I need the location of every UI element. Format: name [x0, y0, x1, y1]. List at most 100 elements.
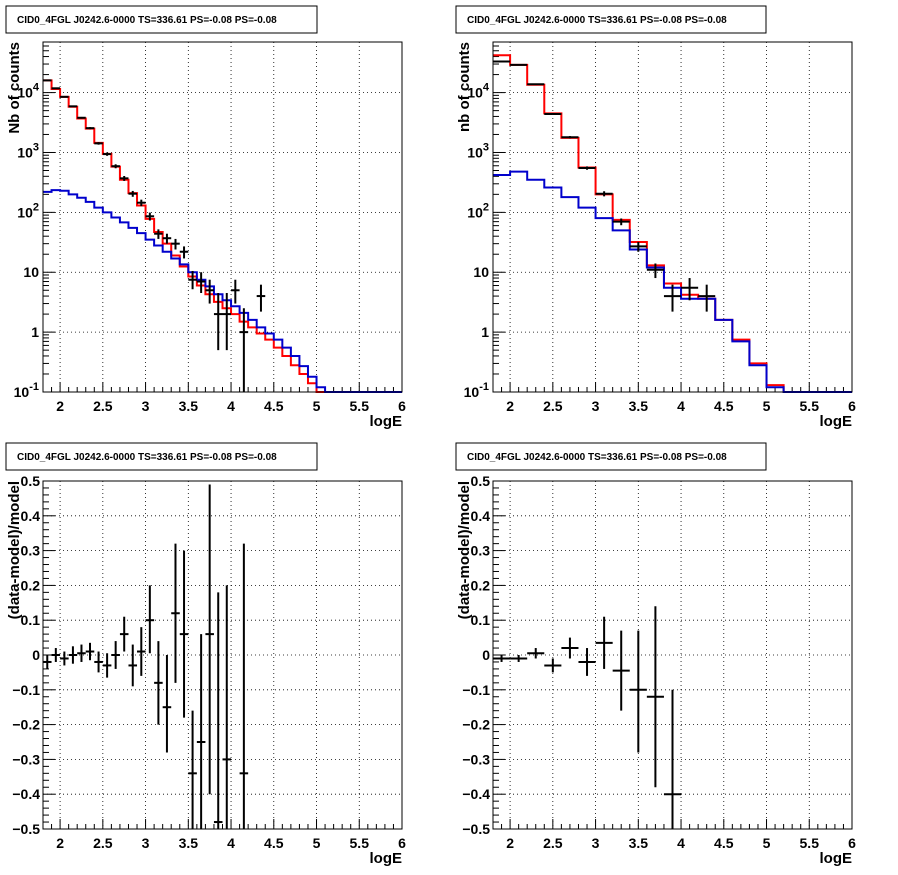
x-tick-label: 5.5 [350, 398, 370, 414]
x-tick-label: 3 [592, 398, 600, 414]
data-point [119, 175, 129, 181]
plot-frame [492, 480, 853, 830]
x-tick-label: 2.5 [93, 835, 113, 851]
model-component-line [43, 189, 402, 393]
y-tick-label: −0.4 [462, 786, 490, 802]
y-tick-exponent: 2 [483, 201, 489, 213]
data-point [77, 644, 86, 662]
data-point [222, 585, 232, 829]
data-point [612, 630, 630, 711]
x-tick-label: 2.5 [543, 835, 563, 851]
data-point [231, 279, 240, 304]
data-point [145, 212, 155, 221]
y-axis-label: nb of counts [456, 42, 473, 132]
x-tick-label: 4 [677, 835, 685, 851]
data-point [595, 191, 613, 197]
data-point [256, 284, 266, 312]
panel-bottom-right: CID0_4FGL J0242.6-0000 TS=336.61 PS=-0.0… [455, 442, 856, 867]
data-point [595, 616, 613, 669]
data-point [698, 284, 716, 312]
y-tick-label: 1 [481, 324, 489, 340]
y-tick-label: −0.2 [462, 717, 490, 733]
data-point [128, 190, 138, 197]
data-point [162, 233, 172, 244]
chart-title: CID0_4FGL J0242.6-0000 TS=336.61 PS=-0.0… [467, 15, 727, 26]
data-point [510, 63, 528, 66]
x-tick-label: 6 [398, 398, 406, 414]
x-tick-label: 2 [506, 835, 514, 851]
model-total-line [43, 79, 402, 393]
y-tick-base: 10 [467, 85, 483, 101]
data-point [493, 60, 511, 63]
data-point [188, 270, 197, 290]
y-tick-label: 0.1 [471, 612, 491, 628]
y-tick-base: 10 [17, 204, 33, 220]
y-tick-label: 0 [482, 647, 490, 663]
data-point [102, 152, 112, 156]
y-tick-label: 10-1 [464, 381, 489, 400]
data-point [85, 127, 95, 130]
title-box [5, 5, 318, 34]
y-axis-label: (data-model)/model [6, 481, 23, 619]
data-point [154, 229, 163, 239]
data-point [527, 83, 545, 86]
x-tick-label: 3.5 [179, 398, 199, 414]
data-point [510, 655, 528, 662]
y-tick-label: −0.1 [12, 682, 40, 698]
data-point [561, 136, 579, 139]
data-point [94, 142, 103, 145]
x-tick-label: 4.5 [714, 398, 734, 414]
x-tick-label: 3 [592, 835, 600, 851]
x-tick-label: 2 [56, 835, 64, 851]
data-point [68, 646, 78, 664]
title-box [455, 5, 767, 34]
x-tick-label: 2 [506, 398, 514, 414]
y-tick-base: 10 [14, 384, 30, 400]
y-tick-label: −0.1 [462, 682, 490, 698]
panel-top-right: CID0_4FGL J0242.6-0000 TS=336.61 PS=-0.0… [455, 5, 856, 430]
y-tick-exponent: 4 [33, 82, 40, 94]
data-point [179, 550, 189, 718]
x-tick-label: 3 [142, 398, 150, 414]
y-tick-base: 10 [464, 384, 480, 400]
y-tick-label: 0.5 [471, 473, 491, 489]
chart-title: CID0_4FGL J0242.6-0000 TS=336.61 PS=-0.0… [467, 452, 727, 463]
y-tick-label: 0.2 [471, 577, 491, 593]
data-point [629, 241, 647, 252]
data-point [646, 606, 664, 788]
y-tick-label: 0.3 [471, 543, 491, 559]
data-point [188, 710, 197, 829]
data-point [578, 648, 596, 676]
data-point [94, 651, 103, 673]
data-point [154, 641, 163, 725]
data-point [629, 630, 647, 753]
y-tick-label: 0.2 [21, 577, 41, 593]
data-point [43, 655, 52, 669]
x-tick-label: 5.5 [800, 398, 820, 414]
x-tick-label: 5 [313, 835, 321, 851]
y-tick-label: −0.2 [12, 717, 40, 733]
x-tick-label: 3.5 [629, 835, 649, 851]
y-tick-label: −0.3 [12, 751, 40, 767]
y-tick-label: 0.4 [471, 508, 491, 524]
y-tick-label: 0.3 [21, 543, 41, 559]
panel-top-left: CID0_4FGL J0242.6-0000 TS=336.61 PS=-0.0… [5, 5, 406, 430]
data-point [196, 272, 206, 294]
data-point [612, 218, 630, 226]
data-point [179, 246, 189, 259]
data-point [646, 263, 664, 279]
y-tick-exponent: 3 [33, 141, 39, 153]
y-tick-label: 104 [17, 82, 40, 101]
y-tick-label: −0.5 [12, 821, 40, 837]
x-tick-label: 4 [227, 835, 235, 851]
y-tick-label: 10 [23, 264, 39, 280]
data-point [663, 689, 682, 829]
chart-title: CID0_4FGL J0242.6-0000 TS=336.61 PS=-0.0… [17, 15, 277, 26]
x-tick-label: 4.5 [714, 835, 734, 851]
data-point [171, 543, 180, 683]
x-tick-label: 5.5 [350, 835, 370, 851]
x-tick-label: 5.5 [800, 835, 820, 851]
data-point [213, 293, 223, 351]
x-tick-label: 2.5 [543, 398, 563, 414]
x-tick-label: 6 [398, 835, 406, 851]
